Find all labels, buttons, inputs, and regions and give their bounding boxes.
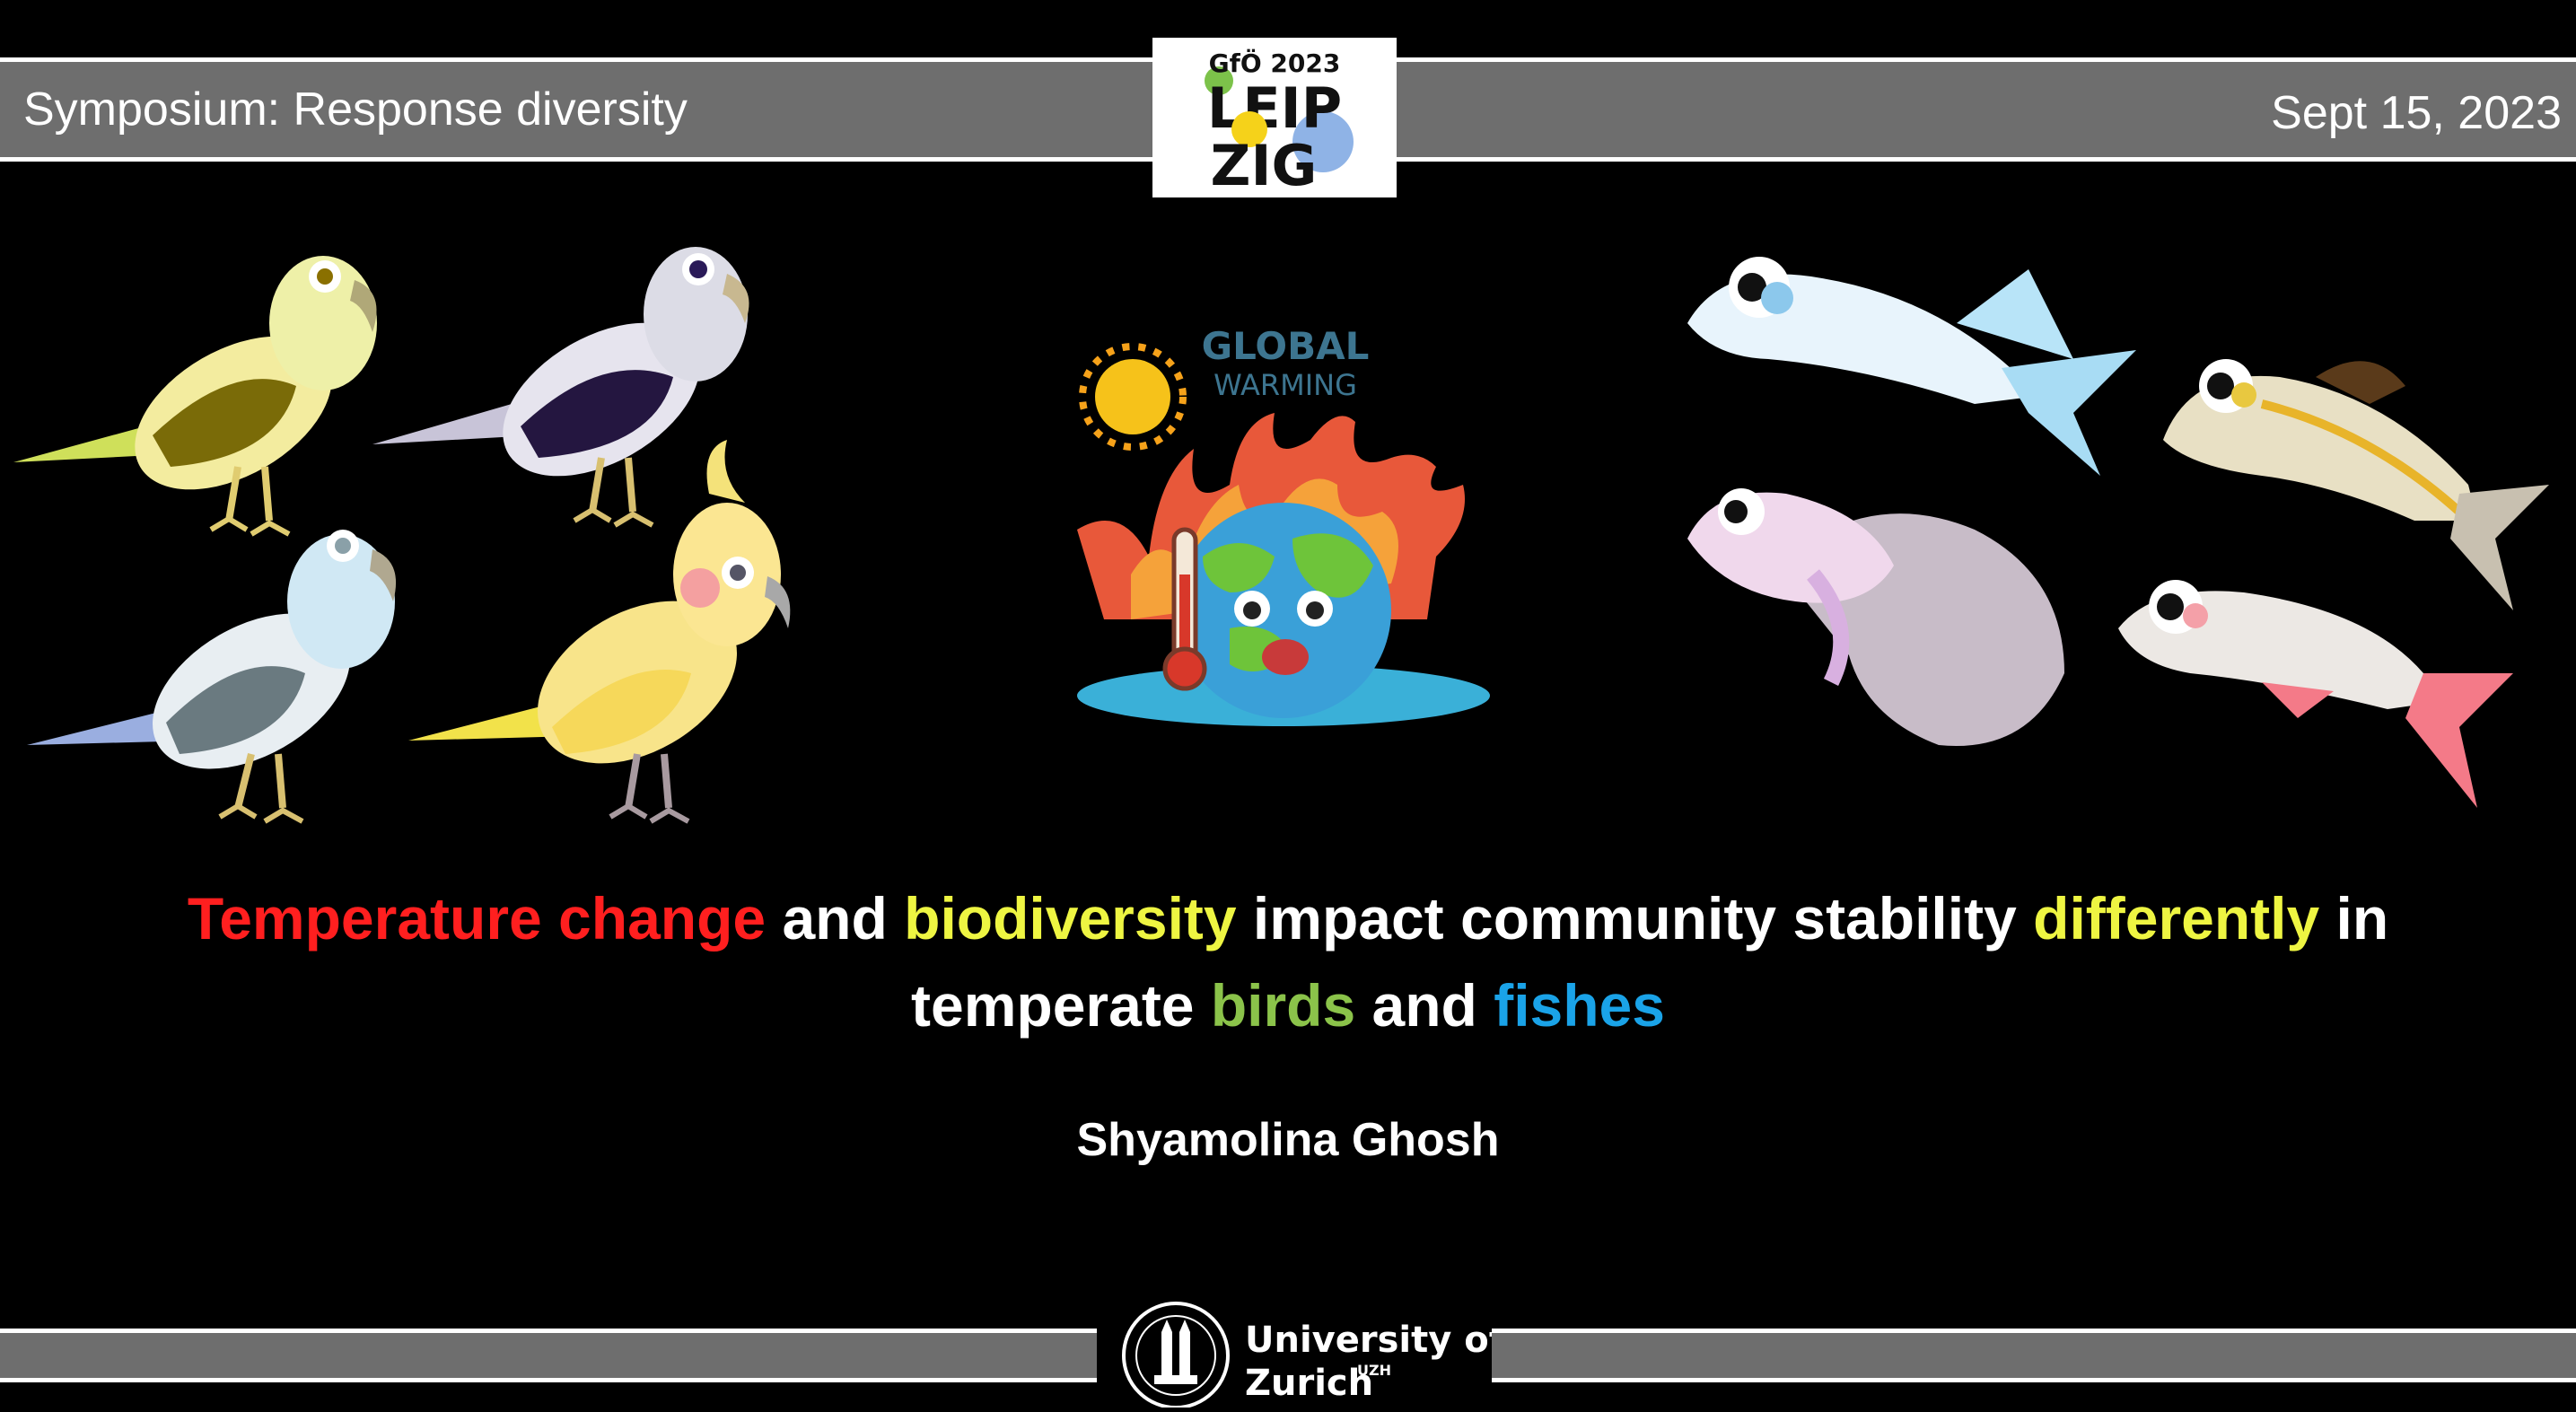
fish-light-blue-icon (1687, 257, 2136, 476)
title-connector-and: and (766, 885, 905, 952)
thermometer-icon (1162, 527, 1207, 691)
global-text: GLOBAL (1202, 324, 1370, 368)
logo-leip-text: LEIP (1207, 75, 1342, 141)
title-connector-in: in (2319, 885, 2389, 952)
logo-year-text: GfÖ 2023 (1209, 48, 1341, 78)
logo-yellow-dot (1231, 111, 1267, 147)
title-line-2: temperate birds and fishes (0, 962, 2576, 1048)
fishes-illustration (1687, 257, 2549, 808)
conference-logo: GfÖ 2023 LEIP ZIG (1152, 38, 1397, 198)
birds-illustration (13, 247, 791, 824)
title-term-differently: differently (2033, 885, 2320, 952)
symposium-label: Symposium: Response diversity (23, 83, 688, 136)
bird-yellow-olive-icon (13, 256, 377, 537)
university-seal-icon (1122, 1302, 1230, 1409)
title-connector-and-2: and (1355, 972, 1494, 1039)
bird-cockatiel-yellow-icon (408, 440, 791, 824)
global-warming-illustration: GLOBAL WARMING (1077, 324, 1490, 726)
bird-blue-gray-icon (27, 530, 397, 824)
university-sup: UZH (1357, 1362, 1391, 1379)
warming-text: WARMING (1214, 368, 1357, 402)
title-term-fishes: fishes (1494, 972, 1665, 1039)
fish-tan-yellow-icon (2163, 359, 2549, 610)
title-term-temperature-change: Temperature change (187, 885, 767, 952)
title-word-temperate: temperate (911, 972, 1211, 1039)
title-phrase-impact: impact community stability (1236, 885, 2034, 952)
title-line-1: Temperature change and biodiversity impa… (0, 875, 2576, 961)
author-name: Shyamolina Ghosh (1076, 1114, 1500, 1166)
university-logo: University of Zurich UZH (1097, 1300, 1505, 1409)
logo-green-dot (1205, 66, 1233, 95)
university-line-1: University of (1245, 1320, 1492, 1361)
title-term-biodiversity: biodiversity (904, 885, 1237, 952)
sun-icon (1079, 343, 1187, 451)
fish-betta-purple-icon (1687, 488, 2064, 746)
logo-blue-dot (1292, 111, 1354, 172)
fish-white-pink-icon (2118, 580, 2513, 808)
university-line-2: Zurich (1245, 1363, 1373, 1404)
logo-zig-text: ZIG (1211, 133, 1318, 197)
title-term-birds: birds (1210, 972, 1356, 1039)
date-label: Sept 15, 2023 (2271, 87, 2562, 139)
bird-white-purple-icon (372, 247, 749, 528)
